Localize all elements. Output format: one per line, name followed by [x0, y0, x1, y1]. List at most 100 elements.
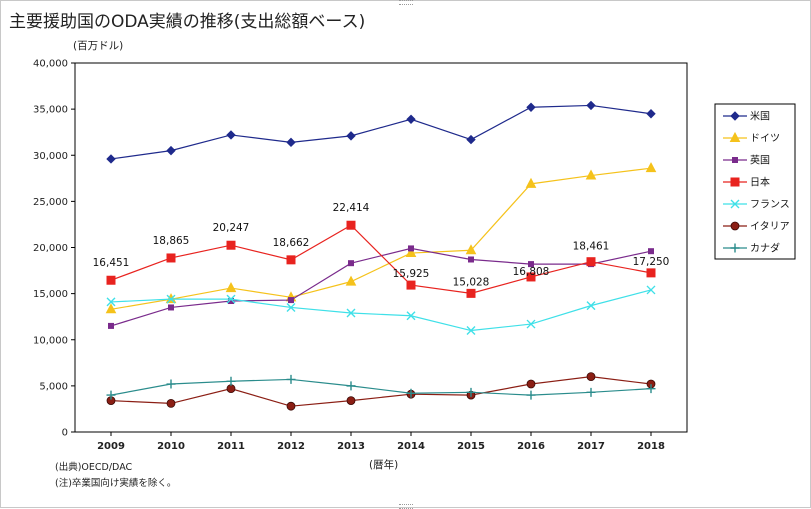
legend-swatch-marker: [730, 177, 740, 187]
source-note: (出典)OECD/DAC: [55, 461, 133, 473]
data-point: [168, 304, 174, 311]
data-point: [526, 102, 536, 112]
data-point: [526, 379, 536, 389]
data-point: [406, 388, 416, 398]
y-tick-label: 25,000: [33, 197, 68, 208]
exclusion-note: (注)卒業国向け実績を除く。: [55, 477, 176, 489]
japan-data-label: 18,865: [153, 235, 190, 247]
series-line: [110, 376, 652, 407]
legend-label: 日本: [750, 176, 770, 189]
series-line: [110, 224, 652, 294]
data-point: [286, 137, 296, 148]
data-point: [286, 255, 296, 265]
legend-label: ドイツ: [750, 134, 780, 145]
x-tick-label: 2012: [277, 441, 305, 452]
legend-swatch-marker: [730, 243, 740, 253]
data-point: [586, 100, 596, 111]
data-point: [348, 260, 354, 267]
data-point: [466, 387, 476, 397]
data-point: [526, 319, 536, 329]
data-point: [286, 374, 296, 384]
data-point: [646, 268, 656, 278]
data-point: [346, 396, 356, 406]
legend-item: イタリア: [723, 221, 790, 233]
japan-data-label: 20,247: [213, 222, 250, 234]
x-tick-label: 2011: [217, 441, 245, 452]
japan-data-label: 18,662: [273, 237, 310, 249]
legend-item: ドイツ: [723, 131, 780, 145]
series-line: [110, 378, 652, 396]
data-point: [226, 384, 236, 394]
y-tick-label: 5,000: [39, 381, 68, 392]
data-point: [585, 169, 597, 180]
x-axis: 2009 2010 2011 2012 2013 2014 2015 2016 2017 2018: [97, 432, 665, 452]
japan-data-label: 16,808: [513, 266, 550, 278]
x-tick-label: 2009: [97, 441, 125, 452]
data-point: [468, 256, 474, 263]
y-tick-label: 35,000: [33, 105, 68, 116]
data-point: [586, 387, 596, 397]
data-point: [346, 220, 356, 230]
series-square-3: [106, 220, 656, 298]
data-point: [225, 282, 237, 293]
data-point: [645, 162, 657, 173]
data-point: [286, 302, 296, 312]
japan-data-label: 22,414: [333, 202, 370, 214]
data-point: [406, 280, 416, 290]
legend-label: 英国: [750, 154, 770, 167]
japan-data-label: 15,925: [393, 268, 430, 280]
data-point: [586, 372, 596, 382]
x-tick-label: 2018: [637, 441, 665, 452]
legend-swatch-marker: [729, 131, 741, 142]
series-lines: [105, 100, 657, 411]
data-point: [408, 245, 414, 252]
y-tick-label: 40,000: [33, 59, 68, 70]
data-point: [526, 390, 536, 400]
data-point: [345, 275, 357, 286]
y-tick-label: 0: [62, 428, 68, 439]
y-axis-unit: (百万ドル): [73, 40, 123, 52]
data-point: [466, 326, 476, 336]
x-tick-label: 2016: [517, 441, 545, 452]
data-point: [226, 130, 236, 140]
resize-handle-top[interactable]: [399, 0, 413, 5]
data-point: [646, 285, 656, 295]
data-point: [466, 134, 476, 145]
y-tick-label: 30,000: [33, 151, 68, 162]
legend-swatch-marker: [730, 221, 740, 231]
y-tick-label: 20,000: [33, 243, 68, 254]
data-point: [406, 114, 416, 124]
data-point: [406, 311, 416, 321]
data-point: [526, 272, 536, 282]
series-line: [110, 289, 652, 332]
legend-item: 米国: [723, 110, 770, 123]
series-line: [110, 167, 652, 310]
japan-data-label: 17,250: [633, 256, 670, 268]
data-point: [166, 399, 176, 408]
data-point: [465, 244, 477, 255]
x-tick-label: 2013: [337, 441, 365, 452]
data-point: [166, 379, 176, 389]
japan-data-label: 16,451: [93, 257, 130, 269]
data-point: [226, 294, 236, 304]
legend-label: フランス: [750, 199, 790, 211]
series-diamond-0: [106, 100, 656, 164]
data-point: [226, 240, 236, 250]
data-point: [646, 384, 656, 394]
series-triangle-1: [105, 162, 657, 314]
data-point: [346, 381, 356, 391]
x-tick-label: 2010: [157, 441, 185, 452]
y-tick-label: 15,000: [33, 289, 68, 300]
data-point: [525, 177, 537, 188]
legend-item: 日本: [723, 176, 770, 189]
legend-swatch-marker: [730, 199, 740, 209]
data-point: [648, 248, 654, 255]
data-point: [106, 297, 116, 307]
plot-area: [74, 62, 688, 433]
japan-data-label: 15,028: [453, 276, 490, 288]
data-point: [106, 390, 116, 400]
legend-item: カナダ: [723, 242, 780, 255]
y-axis: 0 5,000 10,000 15,000 20,000 25,000 30,000 35,0…: [33, 59, 75, 439]
